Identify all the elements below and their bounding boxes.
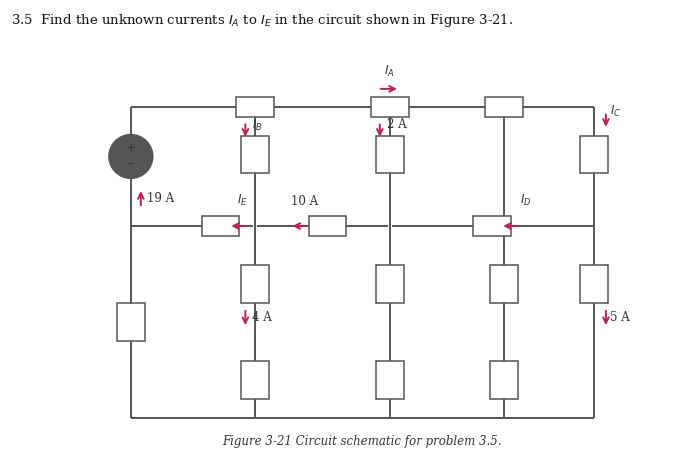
- Text: $I_D$: $I_D$: [521, 193, 531, 208]
- Text: $I_B$: $I_B$: [252, 118, 263, 133]
- Circle shape: [109, 135, 153, 178]
- Bar: [117, 303, 145, 341]
- Text: 5 A: 5 A: [610, 312, 629, 325]
- Bar: [241, 136, 269, 173]
- Bar: [376, 136, 404, 173]
- Bar: [201, 216, 239, 236]
- Bar: [237, 97, 274, 117]
- Text: Figure 3-21 Circuit schematic for problem 3.5.: Figure 3-21 Circuit schematic for proble…: [222, 435, 502, 448]
- Text: −: −: [126, 160, 136, 169]
- Bar: [485, 97, 523, 117]
- Text: 19 A: 19 A: [147, 192, 174, 205]
- Bar: [241, 265, 269, 303]
- Text: $I_A$: $I_A$: [383, 64, 394, 79]
- Text: 3.5  Find the unknown currents $I_A$ to $I_E$ in the circuit shown in Figure 3-2: 3.5 Find the unknown currents $I_A$ to $…: [11, 12, 514, 30]
- Bar: [580, 136, 608, 173]
- Bar: [580, 265, 608, 303]
- Text: 2 A: 2 A: [387, 118, 406, 131]
- Text: $I_C$: $I_C$: [610, 104, 621, 119]
- Bar: [473, 216, 511, 236]
- Bar: [241, 361, 269, 399]
- Text: +: +: [126, 143, 135, 154]
- Bar: [490, 265, 518, 303]
- Text: $I_E$: $I_E$: [237, 193, 247, 208]
- Text: 10 A: 10 A: [291, 195, 318, 208]
- Bar: [376, 265, 404, 303]
- Text: 4 A: 4 A: [252, 312, 272, 325]
- Bar: [376, 361, 404, 399]
- Bar: [309, 216, 347, 236]
- Bar: [371, 97, 409, 117]
- Bar: [490, 361, 518, 399]
